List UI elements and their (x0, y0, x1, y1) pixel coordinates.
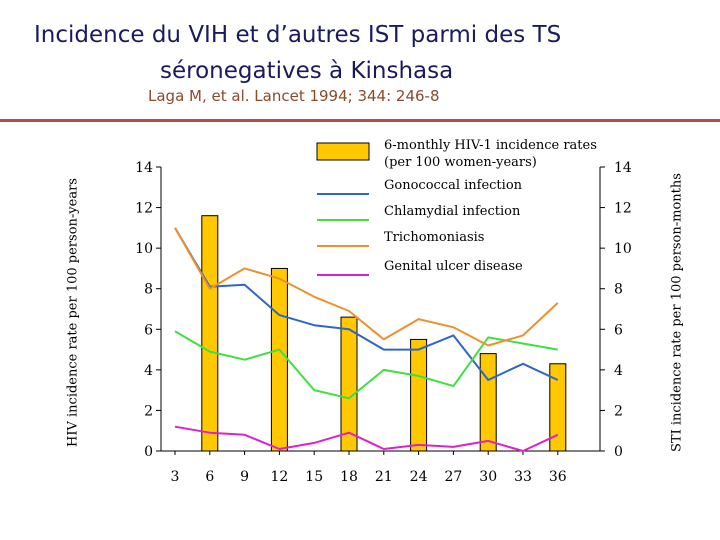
reference-citation: Laga M, et al. Lancet 1994; 344: 246-8 (148, 87, 440, 105)
genital_ulcer-series-line (174, 425, 559, 452)
legend-label-hiv-line2: (per 100 women-years) (384, 155, 537, 170)
right-tick-label: 8 (614, 282, 623, 298)
left-tick-label: 4 (144, 363, 153, 379)
trichomoniasis-series-line (174, 227, 559, 347)
x-tick-label: 36 (549, 469, 567, 485)
x-tick-label: 9 (240, 469, 249, 485)
legend-swatch-hiv (316, 142, 370, 161)
legend-label-gonococcal: Gonococcal infection (384, 178, 523, 193)
x-tick-label: 12 (270, 469, 288, 485)
right-tick-label: 0 (614, 444, 623, 460)
hiv-incidence-bar (410, 338, 428, 452)
legend-label-hiv-line1: 6-monthly HIV-1 incidence rates (384, 138, 597, 153)
right-tick-label: 10 (614, 241, 632, 257)
x-tick-label: 18 (340, 469, 358, 485)
legend-label-genital_ulcer: Genital ulcer disease (384, 259, 523, 274)
x-tick-label: 24 (410, 469, 428, 485)
legend-label-chlamydial: Chlamydial infection (384, 204, 521, 219)
left-tick-label: 0 (144, 444, 153, 460)
left-tick-label: 6 (144, 322, 153, 338)
left-tick-label: 14 (135, 160, 153, 176)
left-tick-label: 12 (135, 201, 153, 217)
hiv-incidence-bar (549, 363, 567, 452)
right-tick-label: 12 (614, 201, 632, 217)
x-tick-label: 21 (375, 469, 393, 485)
left-tick-label: 10 (135, 241, 153, 257)
x-tick-label: 15 (305, 469, 323, 485)
x-tick-label: 30 (479, 469, 497, 485)
left-tick-label: 8 (144, 282, 153, 298)
x-tick-label: 3 (171, 469, 180, 485)
hiv-incidence-bar (270, 267, 288, 452)
header-divider (0, 119, 720, 122)
x-tick-label: 27 (444, 469, 462, 485)
right-tick-label: 4 (614, 363, 623, 379)
right-tick-label: 14 (614, 160, 632, 176)
legend-label-trichomoniasis: Trichomoniasis (384, 230, 484, 245)
hiv-incidence-bar (479, 353, 497, 452)
right-tick-label: 6 (614, 322, 623, 338)
left-tick-label: 2 (144, 403, 153, 419)
slide-title-line1: Incidence du VIH et d’autres IST parmi d… (34, 22, 562, 48)
hiv-incidence-bar (201, 215, 219, 452)
chlamydial-series-line (174, 330, 558, 400)
slide-header: Incidence du VIH et d’autres IST parmi d… (0, 0, 720, 122)
x-tick-label: 6 (205, 469, 214, 485)
hiv-incidence-bar (340, 316, 358, 452)
x-tick-label: 33 (514, 469, 532, 485)
right-tick-label: 2 (614, 403, 623, 419)
slide-title-line2: séronegatives à Kinshasa (160, 58, 454, 84)
gonococcal-series-line (174, 227, 559, 381)
